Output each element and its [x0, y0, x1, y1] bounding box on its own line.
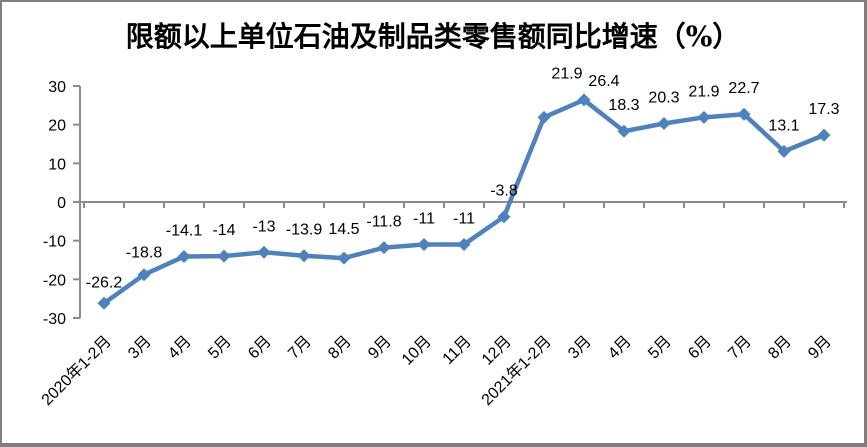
data-point-label: -11.8: [366, 214, 401, 231]
data-point-marker: [257, 245, 271, 259]
x-category-label: 5月: [645, 333, 675, 363]
data-point-marker: [577, 93, 591, 107]
data-point-marker: [337, 251, 351, 265]
data-point-label: -13: [252, 218, 275, 235]
x-category-label: 10月: [399, 333, 435, 369]
data-point-marker: [297, 249, 311, 263]
data-point-marker: [817, 128, 831, 142]
y-tick-label: 0: [57, 195, 66, 212]
data-point-label: 13.1: [768, 117, 799, 134]
data-point-label: 21.9: [551, 65, 582, 82]
data-point-marker: [457, 238, 471, 252]
y-tick-label: -30: [43, 311, 66, 328]
data-point-label: -14.1: [166, 223, 203, 240]
data-point-label: -13.9: [286, 222, 323, 239]
data-point-label: 18.3: [608, 97, 639, 114]
data-point-marker: [137, 268, 151, 282]
x-category-label: 6月: [245, 333, 275, 363]
x-category-label: 9月: [365, 333, 395, 363]
data-point-marker: [217, 249, 231, 263]
x-category-label: 8月: [765, 333, 795, 363]
data-point-label: -18.8: [126, 245, 163, 262]
data-point-label: 22.7: [728, 80, 759, 97]
x-category-label: 12月: [479, 333, 515, 369]
data-point-label: 14.5: [328, 221, 359, 238]
x-category-label: 3月: [125, 333, 155, 363]
data-point-label: 21.9: [688, 83, 719, 100]
data-point-marker: [497, 210, 511, 224]
x-category-label: 4月: [165, 333, 195, 363]
x-category-label: 4月: [605, 333, 635, 363]
data-point-marker: [537, 110, 551, 124]
data-point-marker: [377, 241, 391, 255]
x-category-label: 6月: [685, 333, 715, 363]
x-category-label: 8月: [325, 333, 355, 363]
data-point-marker: [97, 296, 111, 310]
y-tick-label: 30: [48, 79, 66, 96]
data-point-marker: [777, 144, 791, 158]
data-point-label: 26.4: [588, 73, 619, 90]
x-category-label: 9月: [805, 333, 835, 363]
x-category-label: 7月: [285, 333, 315, 363]
data-point-marker: [617, 124, 631, 138]
chart-title: 限额以上单位石油及制品类零售额同比增速（%）: [125, 20, 741, 53]
data-point-label: -11: [453, 211, 475, 228]
y-tick-label: -10: [43, 234, 66, 251]
y-tick-label: 10: [48, 156, 66, 173]
y-tick-label: 20: [48, 118, 66, 135]
data-point-label: -26.2: [86, 274, 123, 291]
data-point-marker: [657, 117, 671, 131]
x-category-label: 2020年1-2月: [38, 332, 115, 409]
data-point-marker: [737, 107, 751, 121]
data-point-label: -14: [212, 222, 235, 239]
x-category-label: 3月: [565, 333, 595, 363]
data-point-label: -11: [413, 211, 435, 228]
data-point-label: 20.3: [648, 90, 679, 107]
x-category-label: 11月: [440, 333, 475, 368]
x-category-label: 5月: [205, 333, 235, 363]
data-point-marker: [697, 110, 711, 124]
data-point-label: 17.3: [808, 101, 839, 118]
data-point-marker: [177, 250, 191, 264]
x-category-label: 2021年1-2月: [478, 332, 555, 409]
data-point-label: -3.8: [490, 183, 518, 200]
x-category-label: 7月: [725, 333, 755, 363]
data-point-marker: [417, 238, 431, 252]
y-tick-label: -20: [43, 272, 66, 289]
